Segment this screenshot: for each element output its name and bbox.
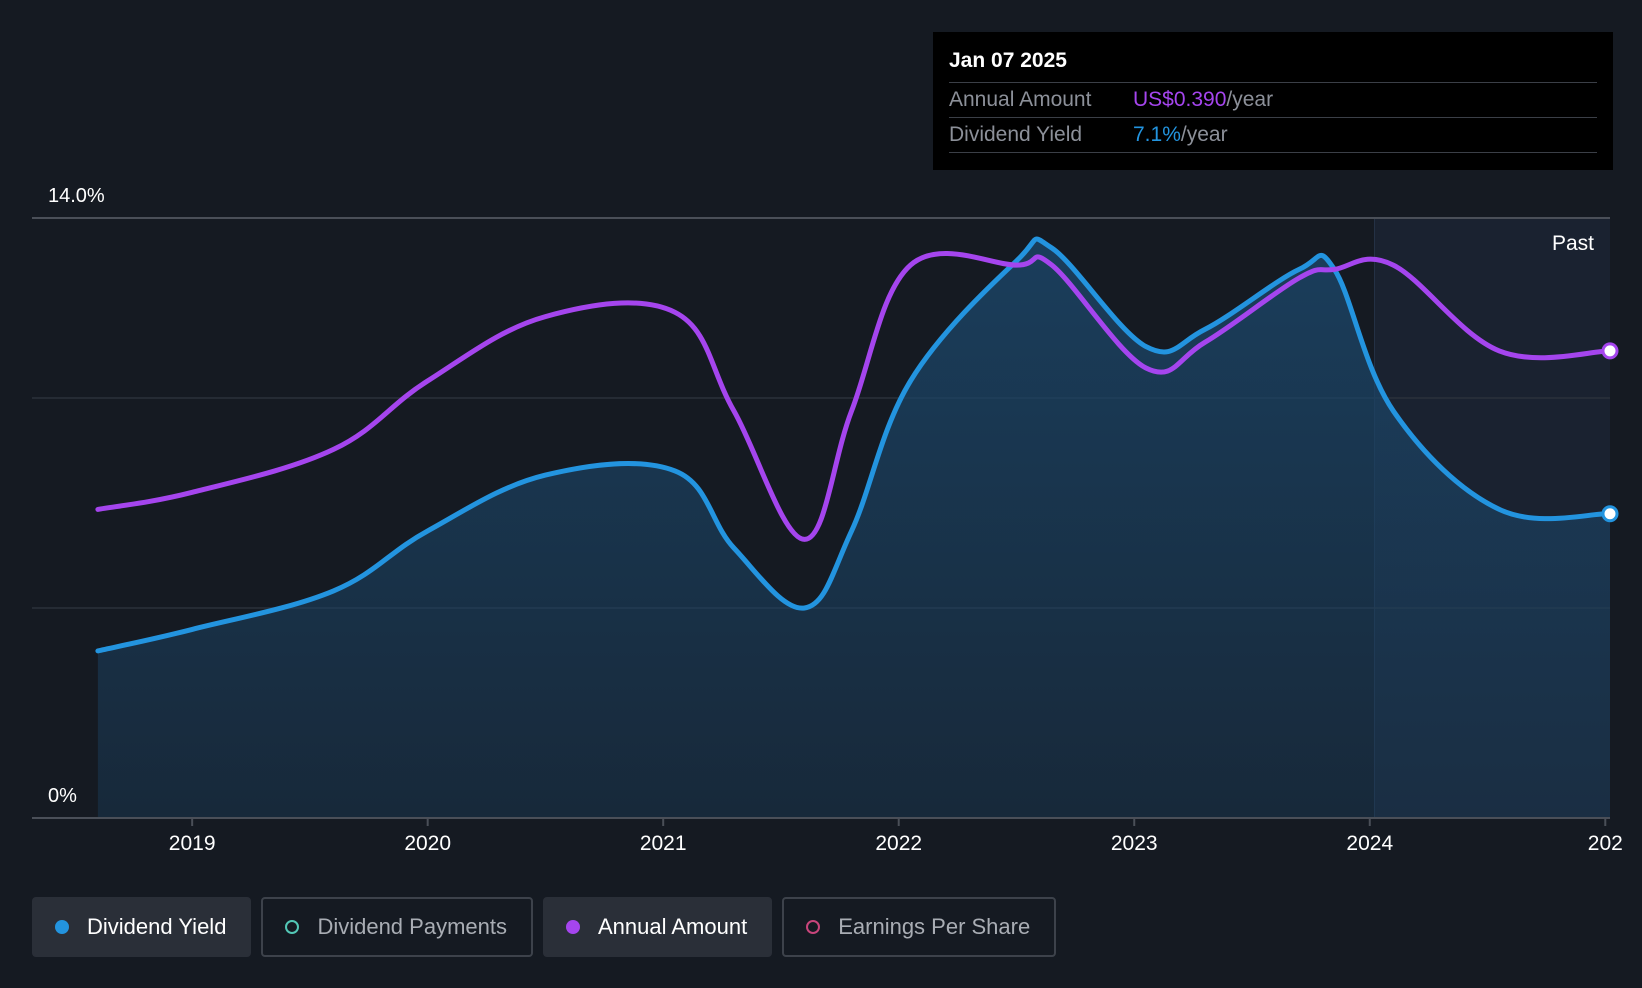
- tooltip-dividend-yield-label: Dividend Yield: [949, 123, 1083, 146]
- x-axis-ticks: 2019 2020 2021 2022 2023 2024 202: [169, 818, 1623, 855]
- x-tick-label: 2023: [1111, 832, 1158, 855]
- x-tick-label: 2020: [404, 832, 451, 855]
- earnings-per-share-ring-icon: [806, 920, 821, 934]
- legend-label: Annual Amount: [597, 914, 748, 939]
- x-tick-label: 2022: [875, 832, 922, 855]
- legend-label: Dividend Payments: [317, 914, 507, 939]
- dividend-chart: 2019 2020 2021 2022 2023 2024 202 14.0% 0% Pas…: [32, 185, 1623, 855]
- legend-label: Earnings Per Share: [838, 914, 1031, 939]
- dividend-yield-line: [95, 236, 1613, 654]
- annual-amount-dot-icon: [565, 920, 580, 934]
- dividend-payments-ring-icon: [285, 920, 300, 934]
- annual-amount-end-marker[interactable]: [1601, 342, 1619, 360]
- legend-dividend-payments-button[interactable]: Dividend Payments: [261, 897, 533, 957]
- x-tick-label: 2019: [169, 832, 216, 855]
- annual-amount-line: [95, 250, 1613, 542]
- past-label: Past: [1552, 232, 1594, 255]
- x-tick-label: 202: [1588, 832, 1623, 855]
- y-axis-label-top: 14.0%: [48, 185, 105, 207]
- legend-earnings-per-share-button[interactable]: Earnings Per Share: [782, 897, 1057, 957]
- tooltip-annual-amount-unit: /year: [1226, 88, 1274, 111]
- tooltip-annual-amount-label: Annual Amount: [949, 88, 1092, 111]
- legend-dividend-yield-button[interactable]: Dividend Yield: [32, 897, 252, 957]
- tooltip-annual-amount-value: US$0.390: [1133, 88, 1227, 111]
- tooltip-dividend-yield-row: Dividend Yield 7.1% /year: [949, 118, 1597, 153]
- tooltip: Jan 07 2025 Annual Amount US$0.390 /year…: [933, 32, 1613, 170]
- x-tick-label: 2024: [1346, 832, 1393, 855]
- dividend-yield-end-marker[interactable]: [1601, 505, 1619, 523]
- tooltip-dividend-yield-unit: /year: [1180, 123, 1228, 146]
- tooltip-annual-amount-row: Annual Amount US$0.390 /year: [949, 83, 1597, 118]
- legend: Dividend Yield Dividend Payments Annual …: [32, 897, 1057, 957]
- legend-annual-amount-button[interactable]: Annual Amount: [542, 897, 773, 957]
- tooltip-date: Jan 07 2025: [949, 32, 1597, 83]
- y-axis-label-bottom: 0%: [48, 785, 77, 807]
- x-tick-label: 2021: [640, 832, 687, 855]
- legend-label: Dividend Yield: [87, 914, 227, 939]
- dividend-yield-dot-icon: [55, 920, 69, 934]
- tooltip-dividend-yield-value: 7.1%: [1133, 123, 1181, 146]
